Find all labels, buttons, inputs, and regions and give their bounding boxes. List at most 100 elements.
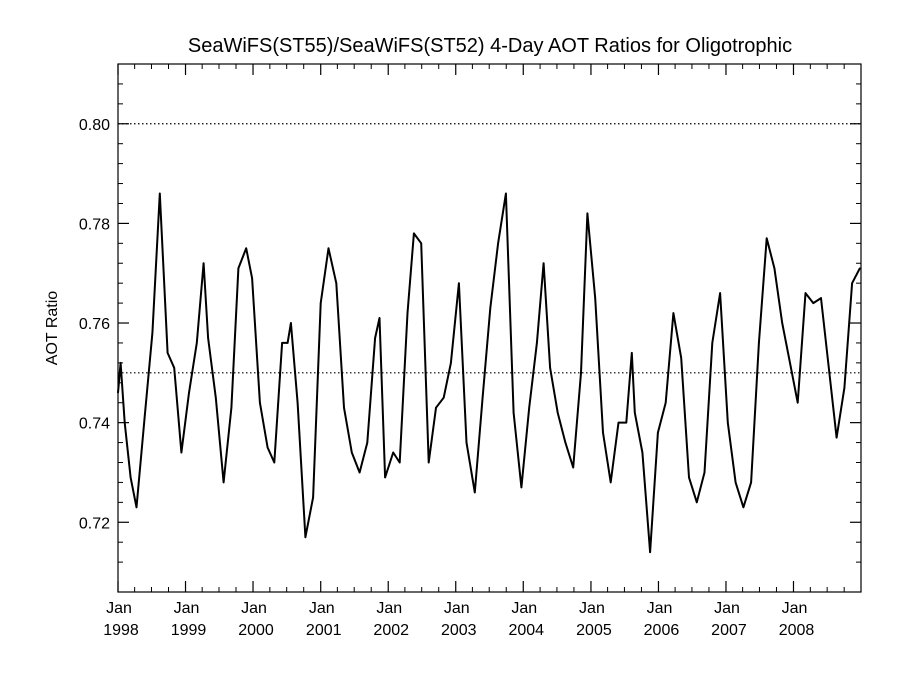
data-point [215,396,217,399]
data-point [719,292,721,294]
plot-frame [117,63,862,593]
data-point [173,367,175,369]
data-point [286,342,289,344]
data-point [796,401,799,404]
data-point [327,247,330,250]
x-tick-year: 2001 [306,622,342,639]
x-tick-month: Jan [444,600,470,617]
data-point [442,396,445,399]
data-point [374,337,376,339]
y-axis-label: AOT Ratio [44,291,61,366]
data-point [556,411,559,414]
data-point [536,342,538,344]
x-tick-month: Jan [241,600,267,617]
data-point [358,471,361,474]
x-tick-year: 2007 [711,622,747,639]
x-tick-year: 2004 [508,622,544,639]
data-point [245,247,247,250]
data-point [520,486,523,489]
data-point [188,392,190,394]
data-point [572,466,574,469]
x-tick-month: Jan [579,600,605,617]
data-point [631,352,633,354]
data-point [851,282,853,285]
data-point [450,362,452,364]
y-tick-label: 0.78 [79,216,110,233]
data-point [696,501,698,504]
data-point [820,297,822,299]
x-tick-year: 2000 [238,622,274,639]
data-point [266,446,269,449]
data-point [335,282,338,285]
data-point [528,406,530,409]
data-point [273,461,276,464]
data-point [688,476,690,479]
data-point [251,277,253,280]
x-tick-year: 2006 [644,622,680,639]
data-point [180,451,183,454]
data-point [384,476,386,479]
data-point [549,367,551,369]
data-point [343,406,345,409]
x-tick-month: Jan [174,600,200,617]
x-tick-month: Jan [714,600,740,617]
data-point [230,406,233,409]
data-point [586,212,589,215]
data-point [151,332,154,334]
data-point [202,262,205,265]
data-point [812,302,815,304]
x-tick-month: Jan [647,600,673,617]
data-point [143,416,146,419]
data-point [406,312,409,314]
data-point [489,307,492,309]
data-point [481,396,484,399]
x-tick-month: Jan [376,600,402,617]
data-point [166,352,169,354]
y-tick-label: 0.74 [79,416,110,433]
x-tick-month: Jan [782,600,808,617]
data-point [828,367,830,369]
series-line [117,192,861,554]
data-point [634,411,636,414]
x-tick-year: 1999 [171,622,207,639]
data-point [207,337,209,339]
data-point [222,481,225,484]
data-point [609,481,612,484]
data-point [398,461,401,464]
x-tick-month: Jan [106,600,132,617]
data-point [664,401,667,404]
data-point [649,551,651,553]
data-point [602,431,604,434]
x-tick-year: 1998 [103,622,139,639]
y-axis: 0.72 0.74 0.76 0.78 0.80 [79,63,861,563]
data-point [680,357,682,359]
data-point [281,342,283,344]
data-point [119,362,122,364]
data-point [835,436,838,439]
data-point [804,292,807,294]
data-point [594,297,596,299]
data-point [497,242,499,245]
data-point [734,481,737,484]
data-point [711,342,714,344]
data-point [392,451,395,454]
data-point [296,401,299,404]
x-tick-month: Jan [309,600,335,617]
x-tick-year: 2003 [441,622,477,639]
y-tick-label: 0.76 [79,316,110,333]
x-tick-year: 2005 [576,622,612,639]
data-point [781,322,783,324]
data-point [378,317,381,319]
data-point [427,461,430,464]
data-point [474,491,476,494]
y-tick-label: 0.72 [79,515,110,532]
data-point [196,342,198,344]
data-point [123,421,126,424]
data-point [512,411,515,414]
data-point [366,441,369,444]
x-tick-year: 2008 [779,622,815,639]
data-point [129,476,132,479]
x-axis: Jan 1998 Jan 1999 Jan 2000 Jan 2001 Jan 2002 Jan 20… [103,64,845,639]
data-point [789,362,791,364]
